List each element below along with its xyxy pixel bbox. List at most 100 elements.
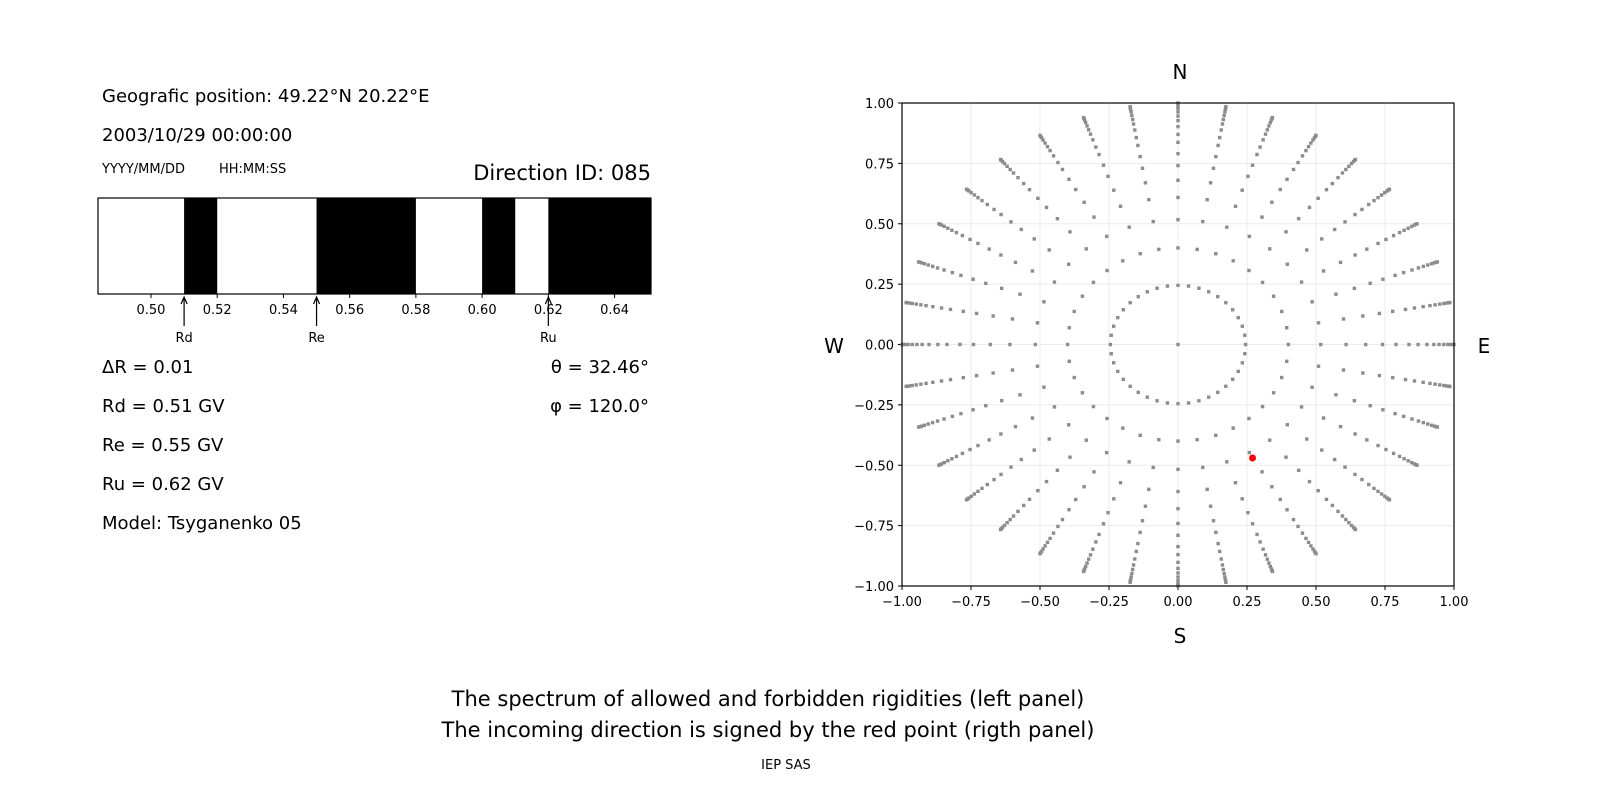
grid-point <box>1130 571 1134 576</box>
grid-point <box>1415 463 1419 467</box>
grid-point <box>1216 541 1220 546</box>
grid-point <box>1225 225 1229 229</box>
grid-point <box>1104 450 1109 455</box>
grid-point <box>1211 519 1216 523</box>
grid-point <box>1231 426 1235 430</box>
grid-point <box>1296 217 1301 221</box>
grid-point <box>1224 580 1228 585</box>
grid-point <box>987 438 991 442</box>
time-format-label: HH:MM:SS <box>219 162 286 177</box>
grid-point <box>985 482 989 487</box>
grid-point <box>1243 342 1248 347</box>
grid-point <box>1106 510 1110 515</box>
grid-point <box>1176 439 1180 443</box>
grid-point <box>1344 517 1348 522</box>
grid-point <box>1027 497 1032 502</box>
grid-point <box>950 228 954 232</box>
grid-point <box>914 383 918 387</box>
grid-point <box>1176 195 1180 200</box>
marker-label-rd: Rd <box>175 331 192 346</box>
x-tick-label: 0.64 <box>600 303 629 318</box>
grid-point <box>964 498 969 502</box>
direction-map: −1.00−1.00 −0.75 −0.75 −0.50 −0.50 −0.25 −0.25… <box>854 97 1468 610</box>
grid-point <box>1138 433 1142 437</box>
grid-point <box>1027 187 1032 192</box>
grid-point <box>1240 497 1244 501</box>
grid-point <box>1072 309 1076 314</box>
grid-point <box>1437 342 1441 347</box>
grid-point <box>971 277 975 281</box>
grid-point <box>1368 281 1372 285</box>
grid-point <box>974 311 979 316</box>
caption-line-1: The spectrum of allowed and forbidden ri… <box>451 687 1085 711</box>
grid-point <box>1416 419 1421 423</box>
grid-point <box>960 233 965 238</box>
grid-point <box>1300 154 1305 158</box>
grid-point <box>1353 157 1358 162</box>
grid-point <box>1094 540 1098 544</box>
delta-r: ΔR = 0.01 <box>102 357 193 378</box>
grid-point <box>1048 536 1052 541</box>
grid-point <box>1324 187 1329 192</box>
grid-point <box>1376 489 1380 494</box>
grid-point <box>1243 352 1247 356</box>
grid-point <box>922 423 927 427</box>
grid-point <box>1055 217 1060 221</box>
grid-point <box>1206 290 1211 294</box>
grid-point <box>1353 253 1357 257</box>
grid-point <box>1216 390 1220 395</box>
grid-point <box>1353 432 1357 436</box>
grid-point <box>959 273 963 278</box>
grid-point <box>1131 563 1136 567</box>
grid-point <box>1091 404 1096 409</box>
compass-west: W <box>824 334 844 358</box>
grid-point <box>1330 181 1335 186</box>
grid-point <box>1097 152 1101 157</box>
grid-point <box>1391 375 1395 380</box>
grid-point <box>1412 306 1417 310</box>
grid-point <box>1019 457 1024 462</box>
grid-point <box>1036 196 1040 201</box>
grid-point <box>1305 437 1309 441</box>
grid-point <box>1121 426 1125 430</box>
grid-point <box>999 286 1004 291</box>
grid-point <box>904 384 908 389</box>
grid-point <box>1216 294 1220 299</box>
marker-label-re: Re <box>308 331 324 346</box>
grid-point <box>1105 416 1109 421</box>
grid-point <box>1176 533 1180 537</box>
grid-point <box>1056 160 1060 165</box>
grid-point <box>926 263 930 267</box>
grid-point <box>1363 342 1368 347</box>
grid-point <box>1085 124 1089 128</box>
grid-point <box>1416 266 1421 270</box>
grid-point <box>1165 284 1170 288</box>
grid-point <box>1372 486 1376 491</box>
grid-point <box>1130 113 1134 118</box>
grid-point <box>950 270 955 275</box>
grid-point <box>1270 115 1275 120</box>
grid-point <box>960 451 965 456</box>
grid-point <box>904 300 908 305</box>
grid-point <box>1030 269 1035 273</box>
grid-point <box>964 187 969 191</box>
grid-point <box>1038 551 1042 556</box>
grid-point <box>992 477 996 482</box>
grid-point <box>1330 503 1335 508</box>
grid-point <box>1343 465 1347 469</box>
grid-point <box>1151 219 1155 224</box>
grid-point <box>1271 391 1276 395</box>
grid-point <box>1005 520 1009 525</box>
grid-point <box>1074 187 1078 192</box>
grid-point <box>1008 517 1012 522</box>
grid-point <box>1442 383 1446 388</box>
grid-point <box>906 342 910 347</box>
grid-point <box>1032 237 1036 241</box>
grid-point <box>1074 497 1078 502</box>
grid-point <box>1410 417 1414 421</box>
grid-point <box>1223 575 1227 579</box>
grid-point <box>946 226 950 230</box>
grid-point <box>998 527 1003 532</box>
y-tick-label: 0.75 <box>865 157 894 172</box>
grid-point <box>1112 497 1116 501</box>
